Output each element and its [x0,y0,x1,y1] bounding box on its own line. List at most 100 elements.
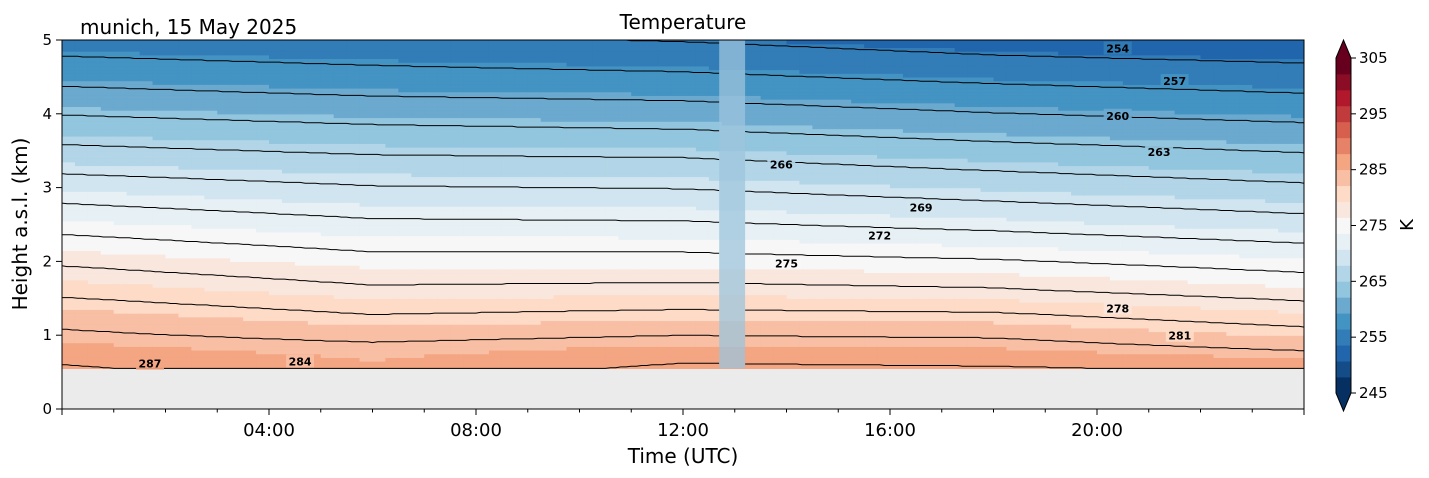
temperature-cell [281,51,296,56]
temperature-cell [346,99,361,104]
temperature-cell [566,209,581,215]
temperature-cell [618,353,632,358]
temperature-cell [372,209,387,215]
temperature-cell [307,132,322,137]
temperature-cell [100,187,115,192]
temperature-cell [126,327,141,333]
temperature-cell [230,198,244,203]
temperature-cell [346,84,361,89]
temperature-cell [708,298,723,303]
temperature-cell [256,213,270,218]
temperature-cell [359,331,374,336]
temperature-cell [476,132,490,137]
temperature-cell [139,87,154,93]
temperature-cell [269,357,283,362]
temperature-cell [113,132,128,137]
temperature-cell [385,176,399,181]
temperature-cell [747,338,762,344]
temperature-cell [320,209,335,215]
temperature-cell [87,301,102,307]
temperature-cell [320,180,335,185]
temperature-cell [333,279,348,285]
temperature-cell [346,43,361,48]
temperature-cell [527,231,542,237]
temperature-cell [74,128,89,133]
temperature-cell [644,298,658,303]
temperature-cell [113,231,128,237]
temperature-cell [320,139,335,144]
temperature-cell [760,106,775,111]
temperature-cell [230,353,244,358]
temperature-cell [87,320,102,325]
temperature-cell [670,283,684,288]
temperature-cell [527,287,542,292]
temperature-cell [592,298,606,303]
temperature-cell [553,265,568,270]
temperature-cell [126,250,141,255]
temperature-cell [631,313,645,318]
temperature-cell [501,235,516,240]
temperature-cell [74,290,89,296]
temperature-cell [476,331,490,336]
temperature-cell [74,254,89,259]
temperature-cell [385,331,399,336]
temperature-cell [488,250,503,255]
temperature-cell [579,349,594,355]
temperature-cell [256,327,270,333]
temperature-cell [747,268,762,274]
temperature-cell [760,257,775,262]
temperature-cell [113,316,128,322]
temperature-cell [514,65,529,71]
temperature-cell [62,316,76,322]
temperature-cell [476,54,490,60]
temperature-cell [372,220,387,226]
temperature-cell [178,335,192,340]
temperature-cell [579,172,594,178]
temperature-cell [618,294,632,299]
temperature-cell [139,272,154,277]
temperature-cell [747,158,762,163]
temperature-cell [269,235,283,240]
temperature-cell [243,183,257,189]
temperature-cell [191,58,205,63]
temperature-cell [243,335,257,340]
temperature-cell [579,43,594,48]
temperature-cell [333,128,348,133]
temperature-cell [514,224,529,229]
temperature-cell [527,265,542,270]
temperature-cell [411,294,425,299]
temperature-cell [294,342,309,347]
temperature-cell [152,172,167,178]
temperature-cell [488,76,503,82]
temperature-cell [243,254,257,259]
temperature-cell [631,187,645,192]
temperature-cell [760,250,775,255]
temperature-cell [152,342,167,347]
temperature-cell [605,327,619,333]
temperature-cell [100,47,115,52]
temperature-cell [450,43,464,48]
temperature-cell [191,209,205,215]
temperature-cell [540,106,555,111]
temperature-cell [87,99,102,104]
temperature-cell [372,313,387,318]
temperature-cell [269,84,283,89]
temperature-cell [152,40,167,45]
temperature-cell [126,276,141,281]
temperature-cell [747,128,762,133]
temperature-cell [618,124,632,130]
temperature-cell [670,213,684,218]
temperature-cell [62,261,76,266]
temperature-cell [152,331,167,336]
temperature-cell [450,58,464,63]
temperature-cell [657,246,671,251]
temperature-cell [126,87,141,93]
temperature-cell [269,309,283,314]
temperature-cell [281,43,296,48]
temperature-cell [139,84,154,89]
temperature-cell [230,106,244,111]
temperature-cell [152,110,167,115]
temperature-cell [165,313,180,318]
temperature-cell [476,242,490,248]
temperature-cell [514,80,529,85]
